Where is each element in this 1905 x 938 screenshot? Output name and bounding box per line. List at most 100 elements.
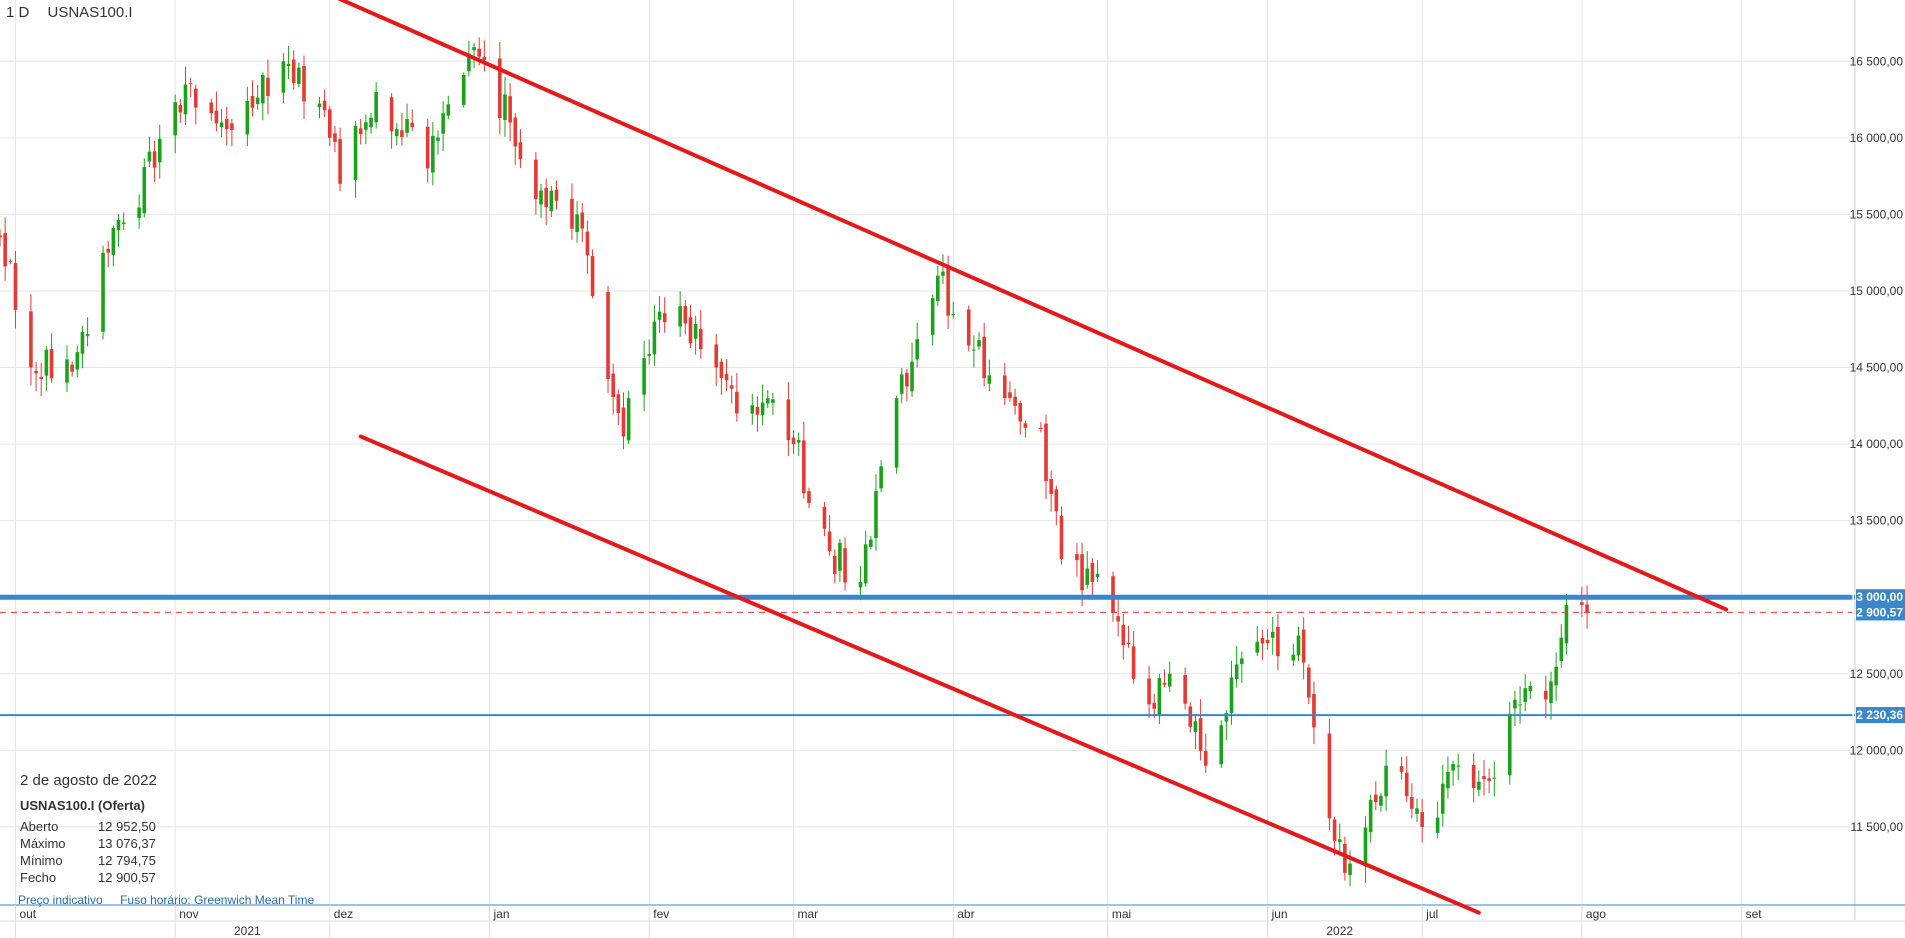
candle <box>755 396 760 432</box>
candle <box>266 59 270 115</box>
candle <box>1482 759 1486 796</box>
candle-body <box>1044 423 1048 482</box>
candle-body <box>874 490 878 539</box>
candle-body <box>369 117 373 128</box>
candle-body <box>317 103 322 108</box>
candle <box>389 93 394 149</box>
candle <box>858 566 863 601</box>
candle-body <box>786 399 791 441</box>
candle-body <box>1219 725 1224 765</box>
info-label: Aberto <box>20 819 59 834</box>
timezone-note: Fuso horário: Greenwich Mean Time <box>120 893 315 907</box>
candle-body <box>698 329 703 350</box>
candle <box>394 123 399 146</box>
candle-body <box>1507 713 1512 776</box>
candle-body <box>575 214 579 232</box>
candle-body <box>446 104 451 116</box>
candle <box>255 84 260 110</box>
candle-body <box>353 125 358 181</box>
candle <box>364 114 368 145</box>
x-tick-label: abr <box>957 907 974 921</box>
candle-body <box>44 349 49 376</box>
candle-body <box>915 339 919 360</box>
candle <box>1260 629 1265 660</box>
candle <box>1399 756 1404 780</box>
candle <box>683 300 688 335</box>
candle <box>214 91 219 132</box>
candle <box>874 474 878 551</box>
y-tick-label: 15 000,00 <box>1850 284 1904 298</box>
candle-body <box>1307 667 1311 698</box>
candle <box>652 305 657 366</box>
candle <box>1193 714 1198 750</box>
grid-lines <box>0 0 1855 905</box>
candle-body <box>508 96 512 123</box>
candle <box>735 373 739 422</box>
candle-body <box>1343 843 1347 873</box>
candle <box>369 112 373 134</box>
y-tick-label: 14 500,00 <box>1850 361 1904 375</box>
level-label: 13 000,00 <box>1850 590 1904 604</box>
candle-body <box>224 118 229 130</box>
candle-body <box>467 53 471 71</box>
symbol-label[interactable]: USNAS100.I <box>47 4 133 21</box>
candle <box>724 358 729 391</box>
candle <box>503 77 507 137</box>
candle-body <box>297 67 301 85</box>
candle <box>1368 794 1373 843</box>
candle-body <box>1337 839 1342 843</box>
candle <box>1157 673 1162 724</box>
candle <box>626 391 631 444</box>
candle <box>1203 733 1208 774</box>
candle-body <box>1518 704 1522 706</box>
candle <box>1095 560 1100 582</box>
candle <box>194 84 198 125</box>
candle <box>977 332 981 350</box>
y-tick-label: 14 000,00 <box>1850 437 1904 451</box>
candle <box>822 502 827 537</box>
candle-body <box>255 97 260 105</box>
candle-body <box>374 91 378 123</box>
candle-body <box>1018 402 1023 422</box>
candle-body <box>1585 604 1589 613</box>
candle-body <box>1415 808 1419 814</box>
candle-body <box>157 138 162 163</box>
candle-body <box>1492 777 1497 779</box>
candle-body <box>858 581 863 588</box>
candle <box>29 294 33 386</box>
candle <box>1167 661 1172 692</box>
candle-body <box>1332 819 1337 841</box>
info-value: 12 952,50 <box>98 819 156 834</box>
candle-body <box>338 139 342 184</box>
candle-body <box>1559 637 1564 662</box>
indicative-price-note: Preço indicativo <box>18 893 103 907</box>
candle <box>1492 761 1497 797</box>
candle <box>621 392 626 450</box>
chart-footer: Preço indicativo Fuso horário: Greenwich… <box>18 893 328 907</box>
candle-body <box>1188 706 1193 727</box>
level-label-bg <box>1856 604 1905 621</box>
candle <box>647 339 652 365</box>
candle-body <box>1203 751 1208 766</box>
candle-body <box>936 275 940 302</box>
candle <box>894 395 899 474</box>
candle <box>1440 764 1445 827</box>
candle <box>157 124 162 179</box>
candle-body <box>1229 677 1234 714</box>
interval-label[interactable]: 1 D <box>6 4 30 21</box>
candle-body <box>946 267 950 316</box>
candle-body <box>549 190 554 212</box>
candle-body <box>1198 718 1203 751</box>
x-year-label: 2021 <box>234 924 261 938</box>
candle-body <box>1255 641 1260 653</box>
candle <box>987 359 992 392</box>
candle-body <box>461 74 466 105</box>
info-row-close: Fecho 12 900,57 <box>20 869 157 886</box>
candle <box>75 345 80 378</box>
y-tick-label: 12 500,00 <box>1850 667 1904 681</box>
candle-body <box>472 47 476 51</box>
candle <box>719 358 724 395</box>
candle-body <box>142 167 147 214</box>
candle <box>152 140 157 182</box>
